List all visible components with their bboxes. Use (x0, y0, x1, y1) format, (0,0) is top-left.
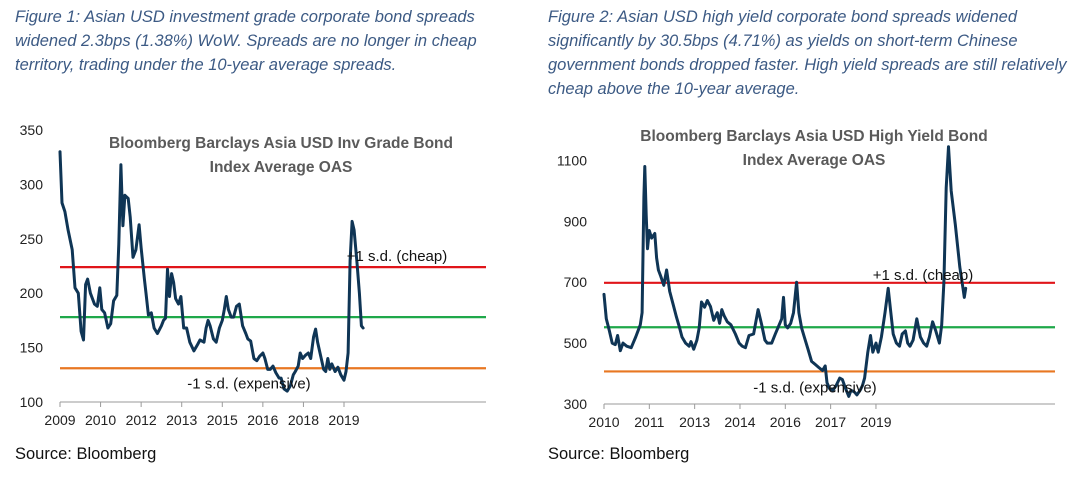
y-tick-label: 1100 (557, 152, 587, 168)
chart-title-line: Index Average OAS (743, 152, 886, 169)
x-tick-label: 2014 (724, 414, 755, 430)
y-tick-label: 500 (564, 335, 588, 351)
figure1-source: Source: Bloomberg (15, 445, 157, 463)
x-tick-label: 2010 (588, 414, 619, 430)
figure2-caption: Figure 2: Asian USD high yield corporate… (548, 8, 1067, 98)
chart-title-line: Index Average OAS (210, 159, 353, 176)
spread-series-line (58, 150, 365, 393)
y-tick-label: 150 (20, 340, 44, 356)
band-label: +1 s.d. (cheap) (347, 248, 447, 265)
x-tick-label: 2016 (247, 412, 278, 428)
x-tick-label: 2011 (634, 414, 664, 430)
band-label: -1 s.d. (expensive) (753, 379, 876, 396)
spread-series-line (602, 145, 968, 398)
y-tick-label: 900 (564, 213, 588, 229)
x-tick-label: 2017 (815, 414, 846, 430)
x-tick-label: 2016 (770, 414, 801, 430)
x-tick-label: 2018 (288, 412, 319, 428)
hy-spread-chart: Bloomberg Barclays Asia USD High Yield B… (557, 128, 1055, 430)
y-tick-label: 100 (20, 394, 44, 410)
y-tick-label: 300 (20, 176, 44, 192)
x-tick-label: 2019 (860, 414, 891, 430)
chart-title-line: Bloomberg Barclays Asia USD High Yield B… (640, 128, 987, 145)
y-tick-label: 250 (20, 231, 44, 247)
x-tick-label: 2015 (207, 412, 238, 428)
x-tick-label: 2012 (126, 412, 157, 428)
y-tick-label: 700 (564, 274, 588, 290)
x-tick-label: 2010 (85, 412, 116, 428)
y-tick-label: 300 (564, 396, 588, 412)
x-tick-label: 2019 (328, 412, 359, 428)
band-label: -1 s.d. (expensive) (187, 375, 310, 392)
figure1-caption: Figure 1: Asian USD investment grade cor… (15, 8, 477, 74)
x-tick-label: 2013 (166, 412, 197, 428)
y-tick-label: 200 (20, 285, 44, 301)
x-tick-label: 2009 (44, 412, 75, 428)
x-tick-label: 2013 (679, 414, 710, 430)
chart-title-line: Bloomberg Barclays Asia USD Inv Grade Bo… (109, 135, 453, 152)
y-tick-label: 350 (20, 122, 44, 138)
figure2-source: Source: Bloomberg (548, 445, 690, 463)
band-label: +1 s.d. (cheap) (873, 267, 973, 284)
ig-spread-chart: Bloomberg Barclays Asia USD Inv Grade Bo… (20, 122, 486, 428)
